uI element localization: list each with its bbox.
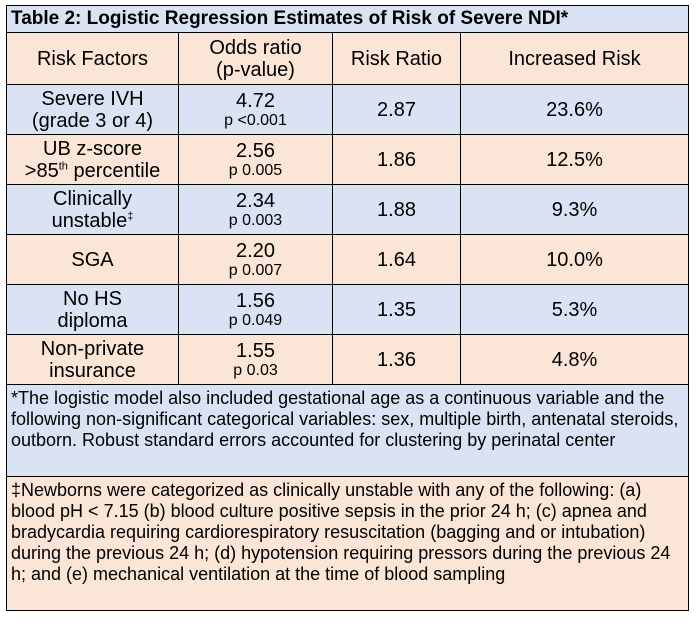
table-row: Clinically unstable‡ 2.34 p 0.003 1.88 9… <box>6 184 690 235</box>
table-row: UB z-score >85th percentile 2.56 p 0.005… <box>6 134 690 185</box>
risk-factor-line1: Clinically <box>53 187 132 210</box>
p-value: p 0.003 <box>228 211 283 229</box>
odds-cell: 4.72 p <0.001 <box>178 84 333 135</box>
odds-value: 1.56 <box>236 289 275 312</box>
risk-factor-line2-text: >85 <box>24 159 59 182</box>
risk-factor-cell: SGA <box>6 234 179 285</box>
header-risk-factors: Risk Factors <box>6 32 179 85</box>
increased-risk-cell: 23.6% <box>459 84 690 135</box>
p-value: p 0.049 <box>228 311 283 329</box>
p-value: p 0.007 <box>228 261 283 279</box>
header-odds-line1: Odds ratio <box>209 36 302 59</box>
risk-factor-cell: Severe IVH (grade 3 or 4) <box>6 84 179 135</box>
odds-cell: 2.56 p 0.005 <box>178 134 333 185</box>
header-odds-line2: (p-value) <box>216 58 295 81</box>
p-value: p 0.03 <box>233 361 278 379</box>
odds-value: 2.56 <box>236 139 275 162</box>
odds-cell: 1.56 p 0.049 <box>178 284 333 335</box>
table-title: Table 2: Logistic Regression Estimates o… <box>5 5 690 33</box>
risk-factor-cell: No HS diploma <box>6 284 179 335</box>
risk-factor-line1: Severe IVH <box>41 87 144 110</box>
increased-risk-cell: 10.0% <box>459 234 690 285</box>
footnote-clinically-unstable: ‡Newborns were categorized as clinically… <box>5 476 690 611</box>
table-row: No HS diploma 1.56 p 0.049 1.35 5.3% <box>6 284 690 335</box>
risk-ratio-cell: 1.88 <box>332 184 461 235</box>
odds-value: 4.72 <box>236 89 275 112</box>
table-row: SGA 2.20 p 0.007 1.64 10.0% <box>6 234 690 285</box>
footnote-model: *The logistic model also included gestat… <box>5 384 690 477</box>
risk-factor-cell: Non-private insurance <box>6 334 179 385</box>
header-odds-ratio: Odds ratio (p-value) <box>178 32 333 85</box>
risk-factor-line2: >85th percentile <box>7 160 178 182</box>
risk-factor-line2-tail: percentile <box>67 159 161 182</box>
odds-value: 2.34 <box>236 189 275 212</box>
increased-risk-cell: 12.5% <box>459 134 690 185</box>
odds-value: 2.20 <box>236 239 275 262</box>
risk-ratio-cell: 2.87 <box>332 84 461 135</box>
risk-ratio-cell: 1.36 <box>332 334 461 385</box>
risk-factor-line2-text: unstable <box>51 209 128 232</box>
risk-factor-line1: No HS <box>63 287 122 310</box>
risk-factor-cell: Clinically unstable‡ <box>6 184 179 235</box>
risk-factor-line2: (grade 3 or 4) <box>31 109 154 132</box>
header-risk-ratio: Risk Ratio <box>332 32 461 85</box>
risk-factor-cell: UB z-score >85th percentile <box>6 134 179 185</box>
risk-factor-line1: Non-private <box>40 337 145 360</box>
increased-risk-cell: 4.8% <box>459 334 690 385</box>
superscript: th <box>58 159 68 172</box>
risk-ratio-cell: 1.64 <box>332 234 461 285</box>
increased-risk-cell: 9.3% <box>459 184 690 235</box>
table-row: Non-private insurance 1.55 p 0.03 1.36 4… <box>6 334 690 385</box>
risk-factor-line2: diploma <box>57 309 128 332</box>
odds-cell: 1.55 p 0.03 <box>178 334 333 385</box>
odds-cell: 2.20 p 0.007 <box>178 234 333 285</box>
risk-factor-line2: insurance <box>49 359 136 382</box>
increased-risk-cell: 5.3% <box>459 284 690 335</box>
regression-table: Table 2: Logistic Regression Estimates o… <box>5 5 690 611</box>
p-value: p 0.005 <box>228 161 283 179</box>
header-row: Risk Factors Odds ratio (p-value) Risk R… <box>6 32 690 85</box>
odds-cell: 2.34 p 0.003 <box>178 184 333 235</box>
risk-ratio-cell: 1.86 <box>332 134 461 185</box>
header-increased-risk: Increased Risk <box>459 32 690 85</box>
double-dagger-mark: ‡ <box>127 209 134 222</box>
risk-factor-line2: unstable‡ <box>7 210 178 232</box>
risk-factor-line1: UB z-score <box>43 137 142 160</box>
risk-ratio-cell: 1.35 <box>332 284 461 335</box>
odds-value: 1.55 <box>236 339 275 362</box>
p-value: p <0.001 <box>224 111 287 129</box>
table-row: Severe IVH (grade 3 or 4) 4.72 p <0.001 … <box>6 84 690 135</box>
